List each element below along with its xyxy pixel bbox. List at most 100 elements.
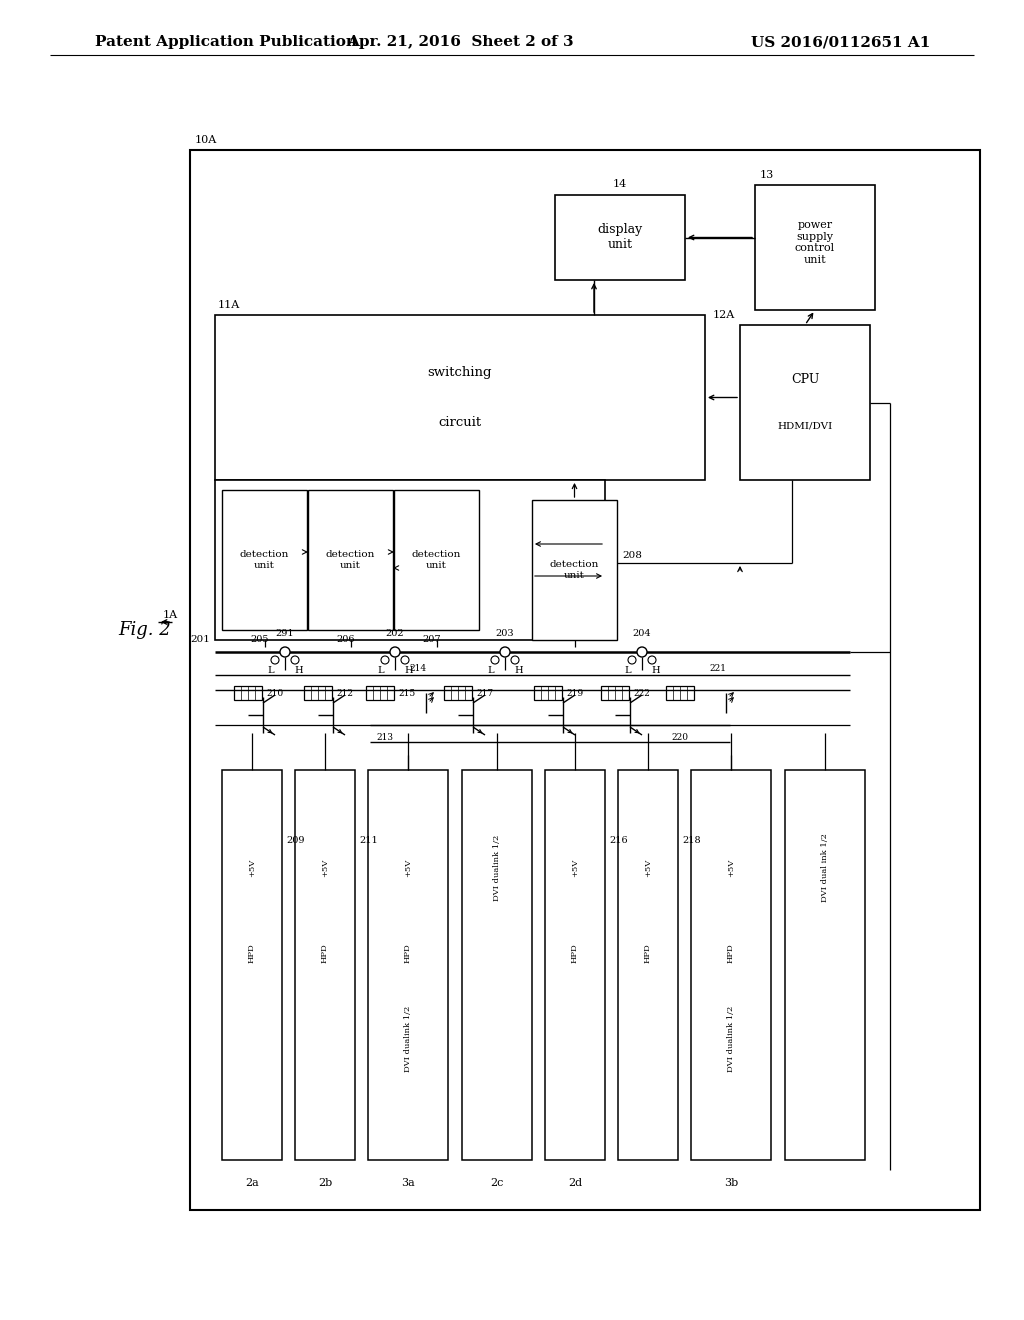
Circle shape: [648, 656, 656, 664]
Text: 208: 208: [622, 552, 642, 561]
Text: CPU: CPU: [791, 372, 819, 385]
Bar: [534, 686, 562, 700]
Bar: [666, 686, 694, 700]
Text: 211: 211: [359, 836, 378, 845]
Text: HPD: HPD: [321, 944, 329, 964]
Circle shape: [291, 656, 299, 664]
Text: 214: 214: [410, 664, 427, 673]
Circle shape: [490, 656, 499, 664]
Text: 205: 205: [250, 635, 268, 644]
Text: +5V: +5V: [321, 858, 329, 876]
Text: DVI dualink 1/2: DVI dualink 1/2: [493, 834, 501, 900]
Text: 222: 222: [633, 689, 650, 697]
Text: DVI dualink 1/2: DVI dualink 1/2: [727, 1006, 735, 1072]
Bar: [462, 770, 532, 1160]
Text: 212: 212: [336, 689, 353, 697]
Bar: [215, 315, 705, 480]
Text: 14: 14: [613, 180, 627, 189]
Text: HPD: HPD: [404, 944, 412, 964]
Text: detection
unit: detection unit: [326, 550, 375, 570]
Text: +5V: +5V: [404, 858, 412, 876]
Text: 216: 216: [609, 836, 628, 845]
Circle shape: [271, 656, 279, 664]
Bar: [785, 770, 865, 1160]
Text: 13: 13: [760, 170, 774, 180]
Text: +5V: +5V: [727, 858, 735, 876]
Text: 3b: 3b: [724, 1177, 738, 1188]
Text: +5V: +5V: [571, 858, 579, 876]
Text: HPD: HPD: [571, 944, 579, 964]
Circle shape: [637, 647, 647, 657]
Circle shape: [511, 656, 519, 664]
Bar: [444, 686, 472, 700]
Text: 1A: 1A: [163, 610, 178, 620]
Text: HDMI/DVI: HDMI/DVI: [777, 421, 833, 430]
Bar: [618, 770, 678, 1160]
Bar: [295, 770, 355, 1160]
Text: DVI dual ink 1/2: DVI dual ink 1/2: [821, 833, 829, 902]
Bar: [366, 686, 394, 700]
Text: HPD: HPD: [248, 944, 256, 964]
Text: 201: 201: [190, 635, 210, 644]
Circle shape: [280, 647, 290, 657]
Text: 209: 209: [286, 836, 304, 845]
Text: 291: 291: [275, 630, 294, 638]
Text: 215: 215: [398, 689, 416, 697]
Text: 2c: 2c: [490, 1177, 504, 1188]
Bar: [755, 185, 874, 310]
Text: 220: 220: [672, 733, 688, 742]
Circle shape: [500, 647, 510, 657]
Bar: [691, 770, 771, 1160]
Text: L: L: [625, 667, 632, 675]
Circle shape: [628, 656, 636, 664]
Circle shape: [390, 647, 400, 657]
Text: 203: 203: [496, 630, 514, 638]
Bar: [304, 686, 332, 700]
Bar: [215, 480, 605, 640]
Bar: [532, 500, 617, 640]
Circle shape: [381, 656, 389, 664]
Bar: [308, 490, 393, 630]
Bar: [555, 195, 685, 280]
Text: detection
unit: detection unit: [240, 550, 289, 570]
Bar: [601, 686, 629, 700]
Text: 12A: 12A: [713, 310, 735, 319]
Text: 218: 218: [682, 836, 700, 845]
Text: circuit: circuit: [438, 416, 481, 429]
Text: 219: 219: [566, 689, 583, 697]
Text: 202: 202: [386, 630, 404, 638]
Text: display
unit: display unit: [597, 223, 643, 252]
Text: US 2016/0112651 A1: US 2016/0112651 A1: [751, 36, 930, 49]
Text: L: L: [267, 667, 274, 675]
Text: H: H: [295, 667, 303, 675]
Bar: [394, 490, 479, 630]
Text: power
supply
control
unit: power supply control unit: [795, 220, 835, 265]
Text: 217: 217: [476, 689, 494, 697]
Circle shape: [401, 656, 409, 664]
Text: 207: 207: [422, 635, 440, 644]
Text: 2d: 2d: [568, 1177, 582, 1188]
Bar: [368, 770, 449, 1160]
Text: detection
unit: detection unit: [550, 560, 599, 579]
Text: L: L: [487, 667, 495, 675]
Text: H: H: [515, 667, 523, 675]
Text: H: H: [651, 667, 660, 675]
Text: 206: 206: [336, 635, 354, 644]
Bar: [222, 770, 282, 1160]
Bar: [234, 686, 262, 700]
Text: 221: 221: [710, 664, 726, 673]
Text: 213: 213: [377, 733, 393, 742]
Text: DVI dualink 1/2: DVI dualink 1/2: [404, 1006, 412, 1072]
Text: L: L: [378, 667, 384, 675]
Text: Fig. 2: Fig. 2: [118, 620, 171, 639]
Text: Apr. 21, 2016  Sheet 2 of 3: Apr. 21, 2016 Sheet 2 of 3: [347, 36, 573, 49]
Text: +5V: +5V: [248, 858, 256, 876]
Bar: [740, 325, 870, 480]
Text: HPD: HPD: [644, 944, 652, 964]
Bar: [190, 150, 980, 1210]
Text: 3a: 3a: [401, 1177, 415, 1188]
Text: H: H: [404, 667, 414, 675]
Text: 204: 204: [633, 630, 651, 638]
Text: Patent Application Publication: Patent Application Publication: [95, 36, 357, 49]
Text: 210: 210: [266, 689, 283, 697]
